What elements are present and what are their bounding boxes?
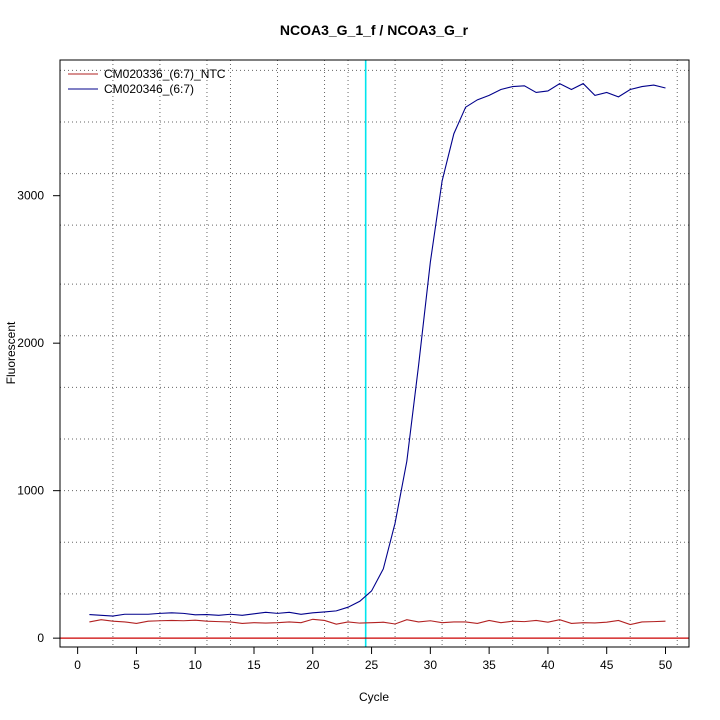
x-axis-label: Cycle xyxy=(359,690,389,704)
threshold-layer xyxy=(60,60,689,647)
x-tick-label: 40 xyxy=(541,658,555,672)
x-tick-label: 45 xyxy=(600,658,614,672)
y-tick-label: 3000 xyxy=(17,189,44,203)
chart-title: NCOA3_G_1_f / NCOA3_G_r xyxy=(280,22,469,38)
y-tick-label: 1000 xyxy=(17,484,44,498)
x-axis: 0 5 10 15 20 25 30 35 40 45 50 xyxy=(74,646,673,672)
x-tick-label: 15 xyxy=(247,658,261,672)
x-tick-label: 25 xyxy=(365,658,379,672)
grid xyxy=(60,60,689,647)
series-line-2 xyxy=(89,82,666,617)
series-line-1 xyxy=(89,618,666,626)
x-tick-label: 30 xyxy=(424,658,438,672)
x-tick-label: 0 xyxy=(74,658,81,672)
x-tick-label: 20 xyxy=(306,658,320,672)
y-axis-label: Fluorescent xyxy=(4,321,18,384)
plot-frame xyxy=(59,59,690,648)
series-layer xyxy=(89,82,666,626)
legend-label-2: CM020346_(6:7) xyxy=(104,82,194,96)
x-tick-label: 5 xyxy=(133,658,140,672)
y-tick-label: 2000 xyxy=(17,336,44,350)
y-axis: 0 1000 2000 3000 xyxy=(17,189,61,645)
legend-label-1: CM020336_(6:7)_NTC xyxy=(104,67,226,81)
x-tick-label: 35 xyxy=(482,658,496,672)
y-tick-label: 0 xyxy=(37,631,44,645)
x-tick-label: 50 xyxy=(659,658,673,672)
x-tick-label: 10 xyxy=(189,658,203,672)
